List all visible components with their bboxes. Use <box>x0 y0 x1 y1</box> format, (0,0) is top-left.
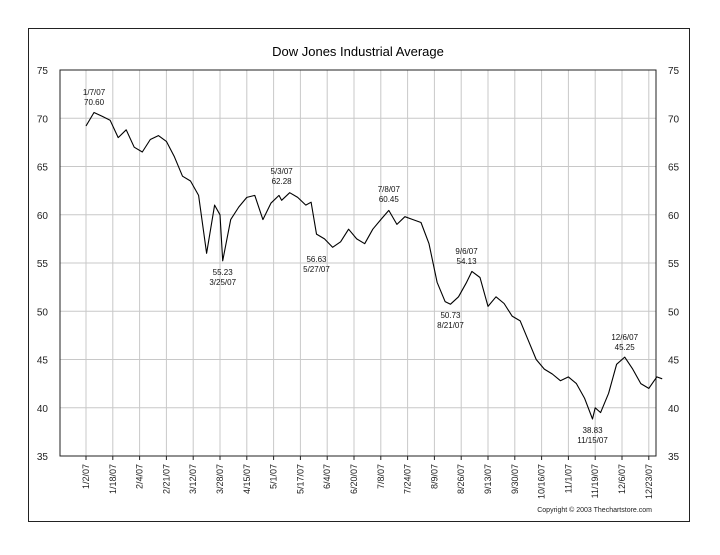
annotation-date: 7/8/07 <box>378 185 401 194</box>
x-tick-label: 1/18/07 <box>108 464 118 494</box>
copyright-text: Copyright © 2003 Thechartstore.com <box>537 506 652 514</box>
y-tick-label-right: 65 <box>668 163 680 174</box>
x-tick-label: 1/2/07 <box>81 464 91 489</box>
y-tick-label-left: 60 <box>37 211 49 222</box>
series-line <box>85 111 663 420</box>
x-tick-label: 9/13/07 <box>483 464 493 494</box>
y-tick-label-right: 50 <box>668 307 680 318</box>
annotation-date: 11/15/07 <box>577 436 608 445</box>
x-tick-label: 3/28/07 <box>215 464 225 494</box>
annotation-value: 55.23 <box>213 268 234 277</box>
x-tick-label: 6/4/07 <box>322 464 332 489</box>
annotation-date: 8/21/07 <box>437 321 464 330</box>
y-tick-label-right: 40 <box>668 404 680 415</box>
y-tick-label-left: 55 <box>37 259 49 270</box>
y-tick-label-left: 75 <box>37 66 49 77</box>
x-tick-label: 5/17/07 <box>295 464 305 494</box>
x-tick-label: 10/16/07 <box>537 464 547 499</box>
annotation-date: 5/27/07 <box>303 265 330 274</box>
annotation-date: 1/7/07 <box>83 88 106 97</box>
y-tick-label-right: 35 <box>668 452 680 463</box>
annotation-value: 70.60 <box>84 98 105 107</box>
x-tick-label: 2/4/07 <box>135 464 145 489</box>
annotation-value: 45.25 <box>615 343 636 352</box>
plot-area <box>59 69 657 457</box>
x-tick-label: 4/15/07 <box>242 464 252 494</box>
annotation-date: 12/6/07 <box>611 333 638 342</box>
annotation-value: 54.13 <box>457 257 478 266</box>
x-tick-label: 2/21/07 <box>161 464 171 494</box>
x-tick-label: 8/9/07 <box>429 464 439 489</box>
chart-title: Dow Jones Industrial Average <box>272 44 444 59</box>
x-tick-label: 3/12/07 <box>188 464 198 494</box>
y-tick-label-left: 45 <box>37 356 49 367</box>
annotation-value: 50.73 <box>440 311 461 320</box>
x-tick-label: 6/20/07 <box>349 464 359 494</box>
y-tick-label-left: 70 <box>37 114 49 125</box>
x-tick-label: 8/26/07 <box>456 464 466 494</box>
y-tick-label-left: 65 <box>37 163 49 174</box>
x-tick-label: 9/30/07 <box>510 464 520 494</box>
y-tick-label-right: 75 <box>668 66 680 77</box>
y-tick-label-left: 35 <box>37 452 49 463</box>
annotation-value: 60.45 <box>379 195 400 204</box>
annotation-date: 5/3/07 <box>271 167 294 176</box>
y-tick-label-left: 50 <box>37 307 49 318</box>
y-tick-label-right: 55 <box>668 259 680 270</box>
annotation-value: 56.63 <box>306 255 327 264</box>
x-tick-label: 7/24/07 <box>403 464 413 494</box>
y-tick-label-right: 45 <box>668 356 680 367</box>
annotation-value: 62.28 <box>272 177 293 186</box>
x-tick-label: 11/19/07 <box>590 464 600 498</box>
x-tick-label: 11/1/07 <box>563 464 573 493</box>
y-tick-label-right: 70 <box>668 114 680 125</box>
annotation-date: 3/25/07 <box>209 278 236 287</box>
x-tick-label: 12/6/07 <box>617 464 627 494</box>
y-tick-label-right: 60 <box>668 211 680 222</box>
annotation-date: 9/6/07 <box>455 247 478 256</box>
y-tick-label-left: 40 <box>37 404 49 415</box>
chart-frame <box>28 28 690 522</box>
x-tick-label: 7/8/07 <box>376 464 386 489</box>
x-tick-label: 12/23/07 <box>644 464 654 499</box>
annotation-value: 38.83 <box>583 426 604 435</box>
x-tick-label: 5/1/07 <box>269 464 279 489</box>
